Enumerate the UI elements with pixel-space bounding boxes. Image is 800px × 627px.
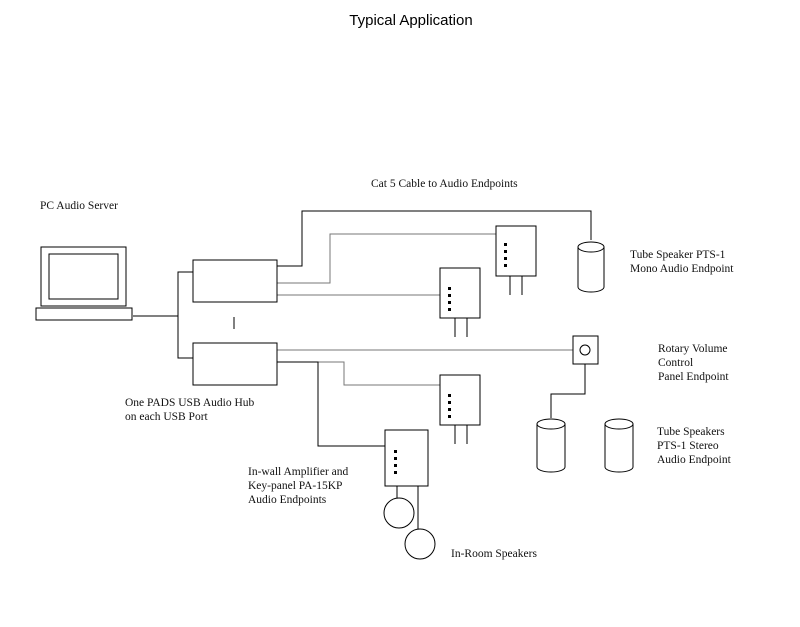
amp-endpoint-mid (439, 267, 481, 337)
cable-to-amp-lower (277, 361, 440, 386)
label-cat5-cable: Cat 5 Cable to Audio Endpoints (371, 178, 518, 190)
amp-endpoint-top (495, 225, 537, 295)
cable-to-tube-mono (277, 210, 592, 267)
label-tube-speakers-stereo: Tube Speakers PTS-1 Stereo Audio Endpoin… (657, 426, 731, 466)
diagram-title: Typical Application (349, 12, 473, 29)
cables (133, 210, 592, 532)
label-in-room-speakers: In-Room Speakers (451, 548, 537, 560)
label-tube-speaker-mono: Tube Speaker PTS-1 Mono Audio Endpoint (630, 249, 734, 275)
cable-rotary-to-speakers (550, 364, 586, 418)
label-rotary-volume: Rotary Volume Control Panel Endpoint (658, 343, 729, 383)
tube-speaker-stereo-left-icon (536, 418, 566, 473)
usb-hub-bottom (192, 342, 278, 386)
cable-to-inwall-amp (277, 361, 385, 447)
usb-hub-top (192, 259, 278, 303)
cable-usb-bottom (177, 316, 193, 359)
amp-endpoint-lower (439, 374, 481, 444)
cable-to-amp-top (277, 233, 496, 284)
label-usb-audio-hub: One PADS USB Audio Hub on each USB Port (125, 397, 255, 423)
laptop-icon (35, 246, 133, 321)
label-inwall-amplifier: In-wall Amplifier and Key-panel PA-15KP … (248, 466, 349, 506)
tube-speaker-mono-icon (577, 241, 605, 293)
inwall-amp-endpoint (384, 429, 429, 487)
tube-speaker-stereo-right-icon (604, 418, 634, 473)
in-room-speaker-icon (404, 528, 436, 560)
rotary-volume-icon (572, 335, 599, 365)
in-room-speaker-icon (383, 497, 415, 529)
label-pc-audio-server: PC Audio Server (40, 200, 118, 212)
cable-usb-top (177, 271, 193, 316)
